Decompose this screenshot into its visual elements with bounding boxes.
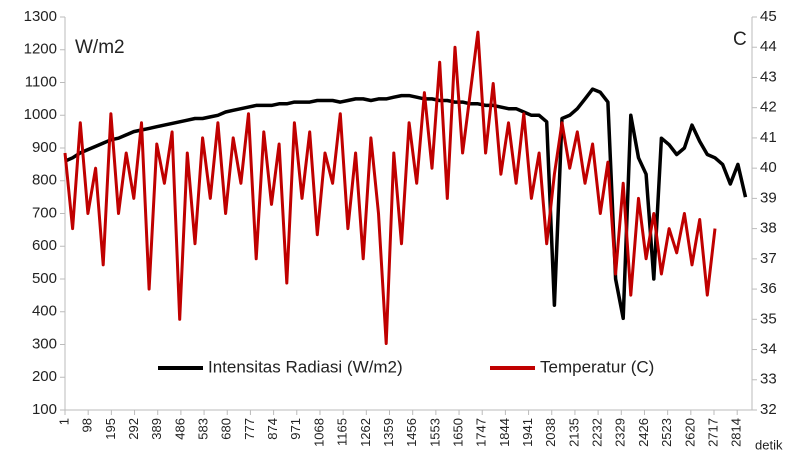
x-axis-label: detik xyxy=(755,437,783,452)
y2-tick-label: 32 xyxy=(760,401,777,418)
x-tick-label: 874 xyxy=(265,418,280,440)
x-tick-label: 680 xyxy=(219,418,234,440)
x-tick-label: 1941 xyxy=(520,418,535,447)
y-tick-label: 700 xyxy=(32,204,57,221)
x-tick-label: 583 xyxy=(196,418,211,440)
legend-bg xyxy=(154,355,454,381)
x-tick-label: 2814 xyxy=(729,418,744,447)
x-tick-label: 1844 xyxy=(497,418,512,447)
x-tick-label: 1359 xyxy=(381,418,396,447)
y-tick-label: 900 xyxy=(32,139,57,156)
y2-tick-label: 45 xyxy=(760,8,777,25)
y2-tick-label: 36 xyxy=(760,280,777,297)
legend-label: Intensitas Radiasi (W/m2) xyxy=(208,357,403,376)
left-unit: W/m2 xyxy=(75,37,125,58)
y2-tick-label: 40 xyxy=(760,159,777,176)
y2-tick-label: 42 xyxy=(760,99,777,116)
y2-tick-label: 37 xyxy=(760,250,777,267)
y2-tick-label: 34 xyxy=(760,341,777,358)
y-tick-label: 1200 xyxy=(24,41,57,58)
y-tick-label: 1300 xyxy=(24,8,57,25)
y-tick-label: 800 xyxy=(32,172,57,189)
y2-tick-label: 38 xyxy=(760,220,777,237)
series-line xyxy=(63,30,717,345)
x-tick-label: 1553 xyxy=(427,418,442,447)
x-tick-label: 292 xyxy=(126,418,141,440)
legend-label: Temperatur (C) xyxy=(540,357,654,376)
x-tick-label: 777 xyxy=(242,418,257,440)
x-tick-label: 2426 xyxy=(636,418,651,447)
y-tick-label: 1000 xyxy=(24,106,57,123)
y2-tick-label: 41 xyxy=(760,129,777,146)
x-tick-label: 971 xyxy=(288,418,303,440)
x-tick-label: 2620 xyxy=(682,418,697,447)
x-tick-label: 1068 xyxy=(311,418,326,447)
x-tick-label: 195 xyxy=(103,418,118,440)
y-tick-label: 500 xyxy=(32,270,57,287)
y-tick-label: 200 xyxy=(32,368,57,385)
y2-tick-label: 43 xyxy=(760,68,777,85)
right-unit: C xyxy=(733,29,747,50)
x-tick-label: 1650 xyxy=(450,418,465,447)
x-tick-label: 2717 xyxy=(705,418,720,447)
x-tick-label: 1747 xyxy=(474,418,489,447)
y2-tick-label: 39 xyxy=(760,189,777,206)
x-tick-label: 98 xyxy=(80,418,95,432)
y2-tick-label: 44 xyxy=(760,38,777,55)
x-tick-label: 389 xyxy=(149,418,164,440)
y-tick-label: 1100 xyxy=(25,73,57,90)
series-line xyxy=(64,87,748,321)
x-tick-label: 2038 xyxy=(543,418,558,447)
y-tick-label: 400 xyxy=(32,303,57,320)
x-tick-label: 2135 xyxy=(566,418,581,447)
y-tick-label: 100 xyxy=(32,401,57,418)
y-tick-label: 600 xyxy=(32,237,57,254)
x-tick-label: 486 xyxy=(172,418,187,440)
y2-tick-label: 35 xyxy=(760,310,777,327)
y2-tick-label: 33 xyxy=(760,371,777,388)
x-tick-label: 1165 xyxy=(335,418,350,446)
y-tick-label: 300 xyxy=(32,335,57,352)
x-tick-label: 2232 xyxy=(590,418,605,447)
x-tick-label: 2523 xyxy=(659,418,674,447)
x-tick-label: 1 xyxy=(56,418,71,425)
x-tick-label: 1456 xyxy=(404,418,419,447)
x-tick-label: 2329 xyxy=(613,418,628,447)
x-tick-label: 1262 xyxy=(358,418,373,447)
